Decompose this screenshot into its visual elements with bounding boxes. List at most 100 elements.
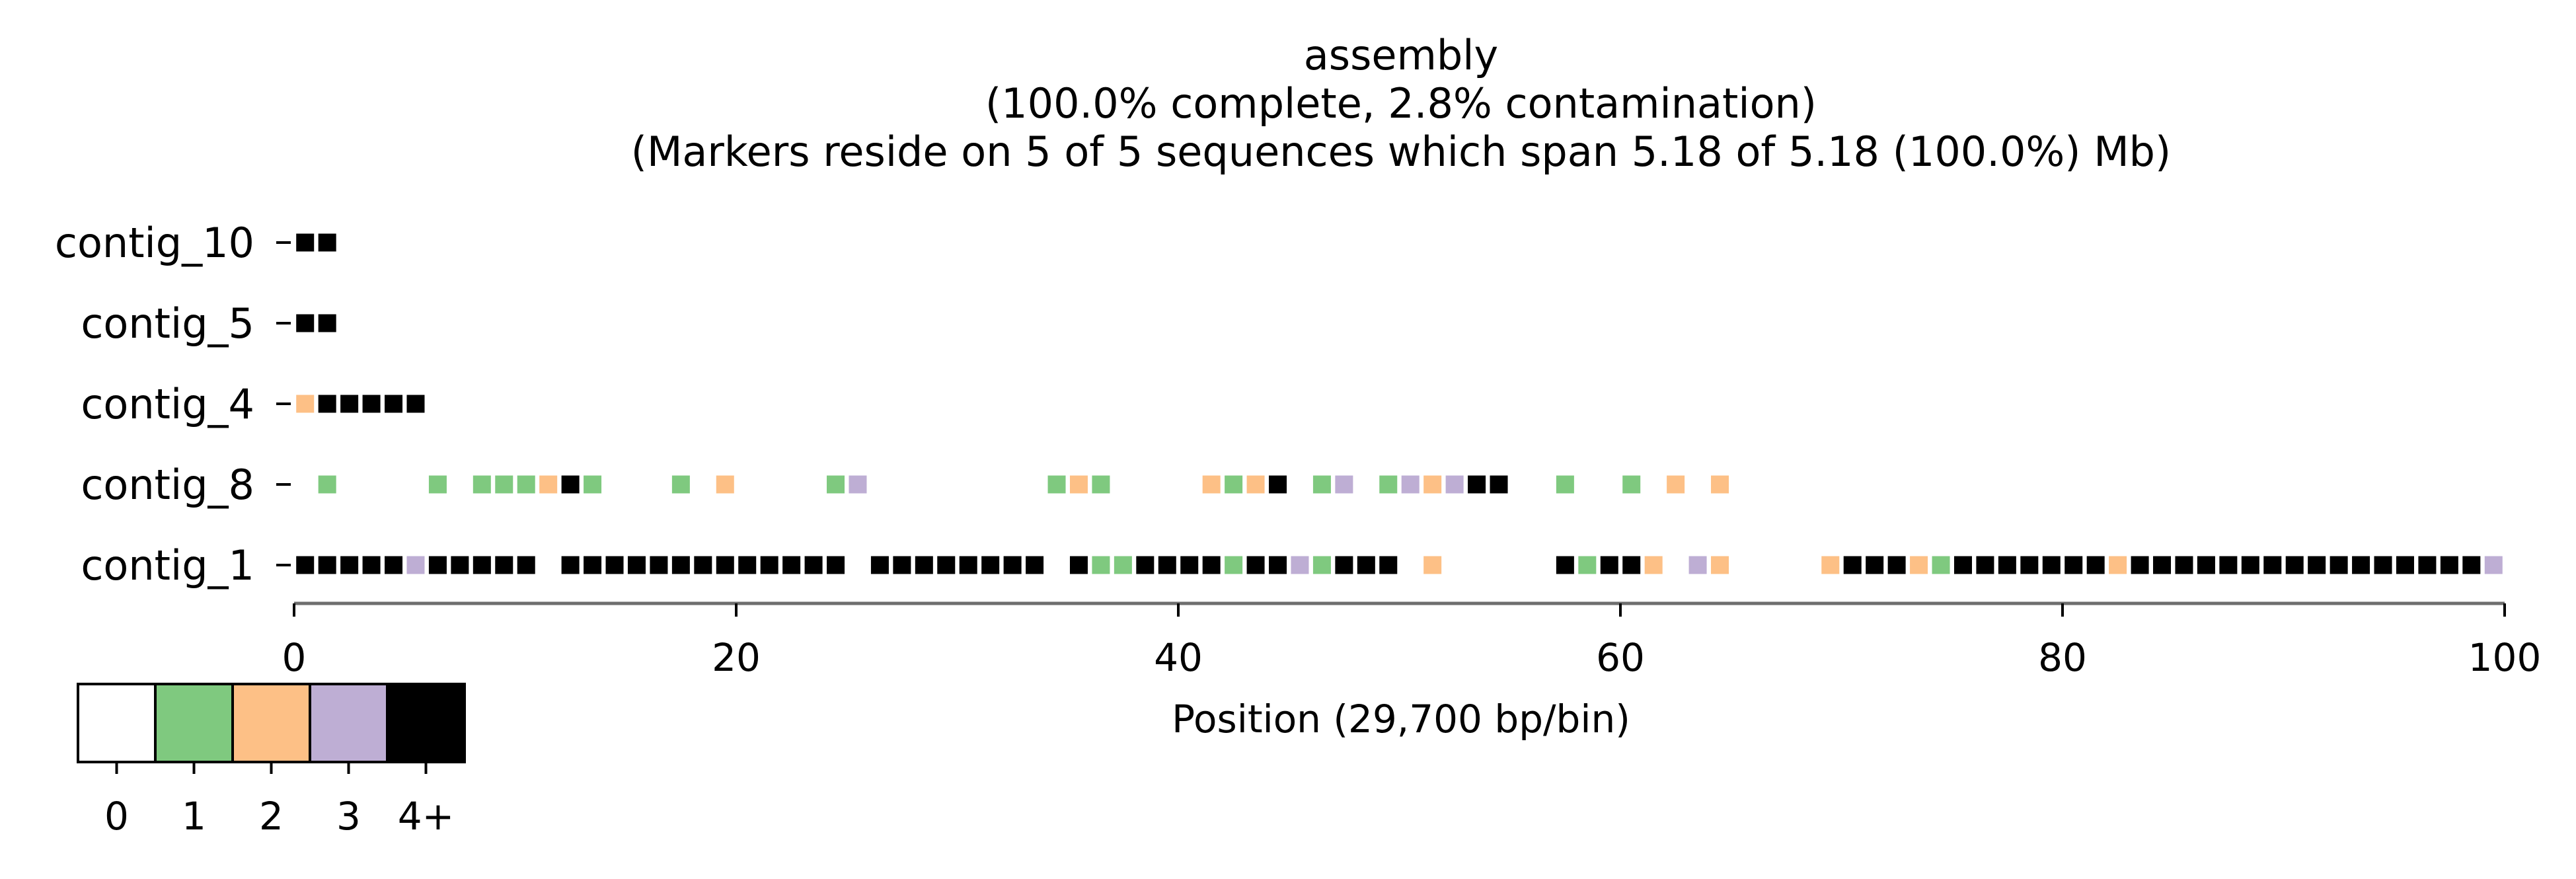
row-label: contig_5 [81, 299, 254, 348]
marker-bin [1291, 556, 1309, 574]
marker-bin [694, 556, 712, 574]
marker-bin [671, 556, 690, 574]
x-tick-label: 60 [1596, 635, 1645, 680]
legend-label: 2 [259, 794, 284, 839]
legend-swatch [77, 683, 157, 763]
legend-swatch [154, 683, 234, 763]
marker-bin [627, 556, 646, 574]
marker-bin [738, 556, 757, 574]
legend-label: 4+ [398, 794, 455, 839]
marker-bin [296, 314, 315, 332]
marker-bin [2131, 556, 2149, 574]
marker-bin [605, 556, 624, 574]
title-line-2: (100.0% complete, 2.8% contamination) [985, 79, 1817, 128]
marker-bin [2153, 556, 2172, 574]
legend-label: 0 [104, 794, 129, 839]
marker-bin [1269, 475, 1287, 494]
marker-bin [1556, 556, 1574, 574]
row-label: contig_1 [81, 541, 254, 590]
title-line-3: (Markers reside on 5 of 5 sequences whic… [631, 128, 2171, 176]
marker-bin [451, 556, 469, 574]
marker-bin [849, 475, 867, 494]
marker-bin [2308, 556, 2326, 574]
marker-bin [1711, 556, 1729, 574]
color-legend: 0 1 2 3 4+ [77, 683, 466, 839]
marker-bin [1225, 475, 1243, 494]
marker-bin [1357, 556, 1375, 574]
marker-bin [1379, 475, 1398, 494]
marker-bin [1490, 475, 1508, 494]
legend-swatch [231, 683, 311, 763]
marker-bin [2440, 556, 2458, 574]
x-tick-label: 80 [2038, 635, 2087, 680]
marker-bin [1158, 556, 1176, 574]
legend-label: 3 [336, 794, 361, 839]
legend-label: 1 [182, 794, 206, 839]
marker-bin [539, 475, 558, 494]
marker-bin [1887, 556, 1906, 574]
marker-bin [1003, 556, 1022, 574]
marker-bin [2197, 556, 2215, 574]
marker-bin [406, 395, 425, 413]
marker-bin [2065, 556, 2083, 574]
marker-bin [716, 556, 734, 574]
marker-bin [1092, 556, 1110, 574]
marker-bin [804, 556, 823, 574]
marker-bin [650, 556, 668, 574]
marker-bin [1468, 475, 1486, 494]
marker-bin [318, 314, 336, 332]
marker-bin [385, 395, 403, 413]
marker-bin [495, 475, 513, 494]
marker-bin [2241, 556, 2259, 574]
marker-bin [2109, 556, 2127, 574]
marker-bin [937, 556, 956, 574]
marker-bin [296, 233, 315, 252]
marker-bin [406, 556, 425, 574]
marker-bin [1136, 556, 1155, 574]
marker-bin [584, 475, 602, 494]
marker-bin [2374, 556, 2392, 574]
marker-bin [1335, 556, 1353, 574]
contig-row: contig_10 [55, 219, 336, 267]
marker-bin [561, 556, 580, 574]
marker-bin [1202, 556, 1221, 574]
marker-bin [584, 556, 602, 574]
marker-bin [1047, 475, 1066, 494]
marker-bin [385, 556, 403, 574]
marker-bin [2219, 556, 2238, 574]
marker-bin [1269, 556, 1287, 574]
marker-bin [473, 475, 491, 494]
marker-bin [782, 556, 801, 574]
marker-bin [2330, 556, 2348, 574]
marker-bin [1445, 475, 1464, 494]
marker-bin [1225, 556, 1243, 574]
marker-bin [827, 475, 845, 494]
x-axis-label: Position (29,700 bp/bin) [1172, 697, 1630, 742]
marker-bin [2418, 556, 2437, 574]
marker-bin [473, 556, 491, 574]
row-label: contig_8 [81, 461, 254, 509]
marker-bin [2263, 556, 2282, 574]
marker-bin [318, 556, 336, 574]
marker-bin [561, 475, 580, 494]
row-label: contig_10 [55, 219, 254, 267]
marker-bin [318, 233, 336, 252]
marker-bin [1069, 556, 1088, 574]
marker-bin [296, 395, 315, 413]
marker-bin [1998, 556, 2016, 574]
marker-bin [318, 395, 336, 413]
marker-bin [1423, 475, 1442, 494]
marker-bin [517, 475, 535, 494]
marker-bin [1976, 556, 1994, 574]
legend-swatch [386, 683, 466, 763]
marker-bin [428, 556, 447, 574]
marker-bin [296, 556, 315, 574]
x-axis: 0 20 40 60 80 100 [282, 601, 2541, 680]
marker-bin [981, 556, 1000, 574]
marker-bin [2042, 556, 2061, 574]
marker-bin [959, 556, 977, 574]
contig-row: contig_8 [81, 461, 1729, 509]
marker-bin [362, 395, 381, 413]
marker-bin [1401, 475, 1420, 494]
marker-bin [2396, 556, 2414, 574]
